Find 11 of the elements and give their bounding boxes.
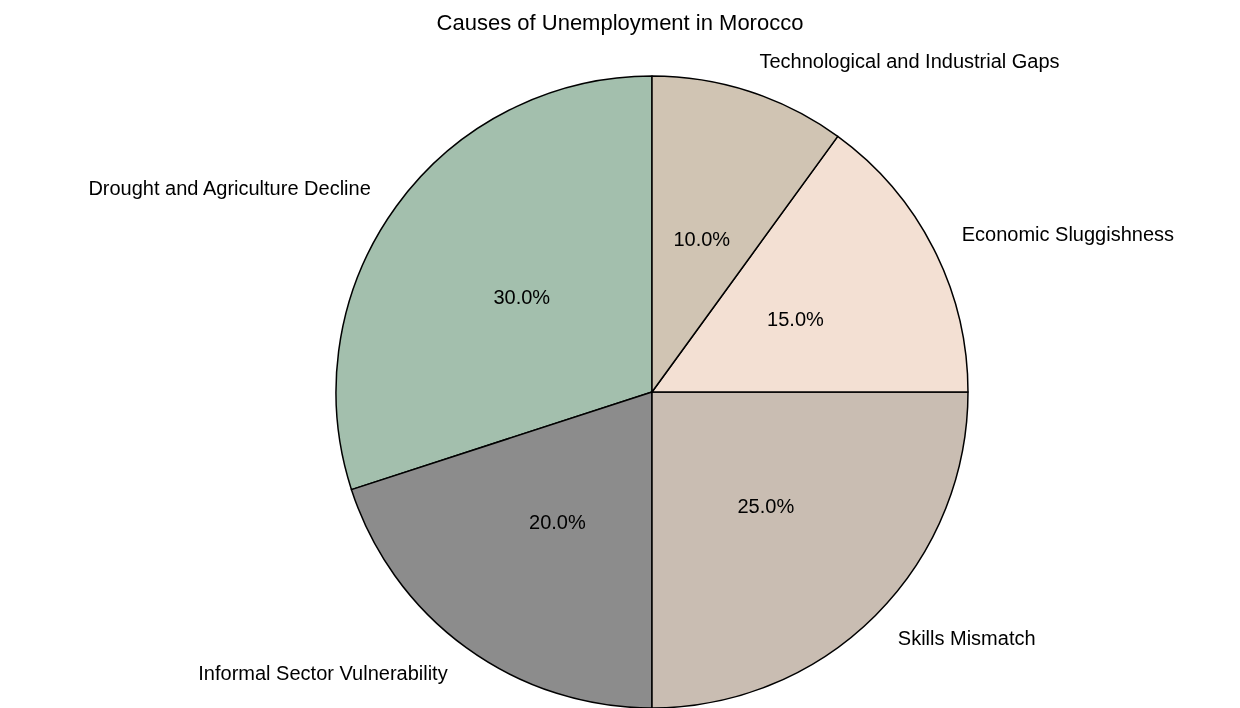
slice-label: Drought and Agriculture Decline: [88, 176, 371, 199]
data-label: 20.0%: [529, 511, 586, 534]
slice-label: Skills Mismatch: [897, 626, 1036, 649]
data-label: 25.0%: [737, 494, 795, 517]
slice-label: Economic Sluggishness: [961, 223, 1175, 246]
chart-title: Causes of Unemployment in Morocco: [436, 9, 804, 35]
data-label: 15.0%: [767, 307, 825, 330]
data-label: 30.0%: [493, 286, 551, 309]
slice-label: Informal Sector Vulnerability: [198, 662, 448, 685]
slice-label: Technological and Industrial Gaps: [759, 50, 1060, 73]
data-label: 10.0%: [673, 227, 731, 250]
